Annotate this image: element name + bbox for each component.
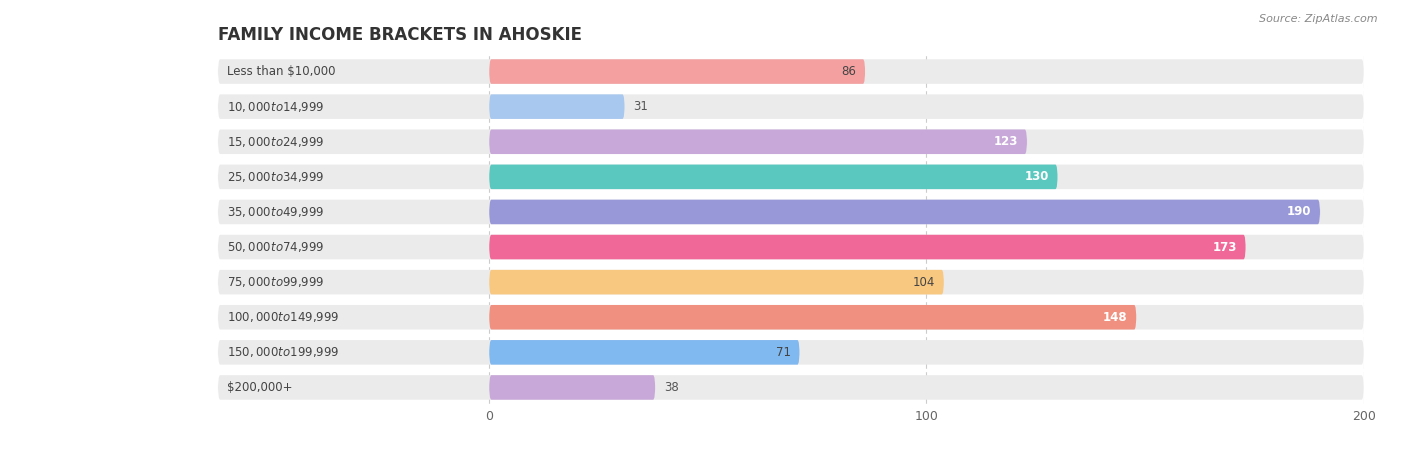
FancyBboxPatch shape bbox=[218, 59, 1364, 84]
Text: $75,000 to $99,999: $75,000 to $99,999 bbox=[226, 275, 325, 289]
Text: $100,000 to $149,999: $100,000 to $149,999 bbox=[226, 310, 339, 324]
Text: 148: 148 bbox=[1104, 311, 1128, 324]
FancyBboxPatch shape bbox=[218, 200, 1364, 224]
Text: $25,000 to $34,999: $25,000 to $34,999 bbox=[226, 170, 325, 184]
Text: $10,000 to $14,999: $10,000 to $14,999 bbox=[226, 99, 325, 114]
Text: $200,000+: $200,000+ bbox=[226, 381, 292, 394]
Text: 86: 86 bbox=[842, 65, 856, 78]
FancyBboxPatch shape bbox=[489, 305, 1136, 329]
Text: 190: 190 bbox=[1286, 206, 1312, 218]
FancyBboxPatch shape bbox=[489, 235, 1246, 259]
FancyBboxPatch shape bbox=[218, 270, 1364, 294]
Text: $150,000 to $199,999: $150,000 to $199,999 bbox=[226, 345, 339, 360]
FancyBboxPatch shape bbox=[218, 375, 1364, 400]
Text: Less than $10,000: Less than $10,000 bbox=[226, 65, 335, 78]
FancyBboxPatch shape bbox=[489, 94, 624, 119]
FancyBboxPatch shape bbox=[218, 130, 1364, 154]
Text: 38: 38 bbox=[664, 381, 679, 394]
Text: 104: 104 bbox=[912, 276, 935, 288]
Text: 130: 130 bbox=[1025, 171, 1049, 183]
FancyBboxPatch shape bbox=[489, 130, 1026, 154]
FancyBboxPatch shape bbox=[489, 375, 655, 400]
FancyBboxPatch shape bbox=[489, 340, 800, 364]
FancyBboxPatch shape bbox=[489, 165, 1057, 189]
FancyBboxPatch shape bbox=[218, 305, 1364, 329]
Text: 173: 173 bbox=[1212, 241, 1237, 253]
Text: $50,000 to $74,999: $50,000 to $74,999 bbox=[226, 240, 325, 254]
Text: 123: 123 bbox=[994, 135, 1018, 148]
Text: $15,000 to $24,999: $15,000 to $24,999 bbox=[226, 135, 325, 149]
FancyBboxPatch shape bbox=[489, 59, 865, 84]
FancyBboxPatch shape bbox=[218, 165, 1364, 189]
Text: 31: 31 bbox=[634, 100, 648, 113]
FancyBboxPatch shape bbox=[218, 235, 1364, 259]
FancyBboxPatch shape bbox=[218, 94, 1364, 119]
Text: FAMILY INCOME BRACKETS IN AHOSKIE: FAMILY INCOME BRACKETS IN AHOSKIE bbox=[218, 26, 582, 44]
Text: 71: 71 bbox=[776, 346, 790, 359]
FancyBboxPatch shape bbox=[218, 340, 1364, 364]
Text: Source: ZipAtlas.com: Source: ZipAtlas.com bbox=[1260, 14, 1378, 23]
Text: $35,000 to $49,999: $35,000 to $49,999 bbox=[226, 205, 325, 219]
FancyBboxPatch shape bbox=[489, 200, 1320, 224]
FancyBboxPatch shape bbox=[489, 270, 943, 294]
